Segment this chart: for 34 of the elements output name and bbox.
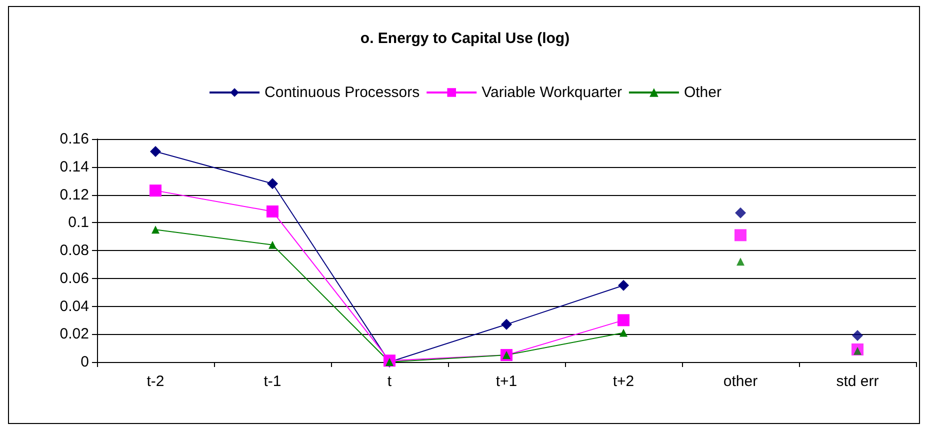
point — [852, 330, 863, 342]
point — [620, 328, 628, 337]
x-tick-label: std err — [836, 373, 879, 390]
y-tick-label: 0.12 — [60, 186, 89, 204]
point — [618, 314, 630, 326]
point — [150, 184, 162, 197]
y-tick-label: 0.16 — [60, 130, 89, 148]
y-tick-label: 0.14 — [60, 158, 89, 176]
point — [267, 178, 278, 190]
point — [734, 229, 746, 242]
legend-label: Continuous Processors — [264, 84, 420, 101]
point — [618, 280, 629, 291]
y-tick-label: 0 — [80, 354, 89, 370]
x-tick-label: t+2 — [612, 373, 634, 390]
point — [736, 258, 744, 266]
point — [268, 240, 276, 249]
legend-label: Other — [684, 84, 722, 101]
y-tick-label: 0.06 — [60, 270, 89, 287]
x-tick-label: t-1 — [264, 373, 282, 390]
legend-label: Variable Workquarter — [482, 84, 622, 101]
point — [501, 318, 512, 330]
point — [152, 226, 160, 234]
x-tick-label: t-2 — [146, 373, 164, 390]
x-tick-label: t — [387, 373, 392, 390]
x-tick-label: t+1 — [496, 373, 518, 390]
chart-title: o. Energy to Capital Use (log) — [360, 30, 570, 47]
y-tick-label: 0.04 — [60, 298, 89, 315]
y-tick-label: 0.1 — [68, 214, 89, 232]
point — [266, 205, 278, 218]
y-tick-label: 0.02 — [60, 326, 89, 343]
point — [735, 207, 746, 218]
x-tick-label: other — [723, 373, 758, 390]
y-tick-label: 0.08 — [60, 242, 89, 259]
point — [150, 146, 161, 158]
